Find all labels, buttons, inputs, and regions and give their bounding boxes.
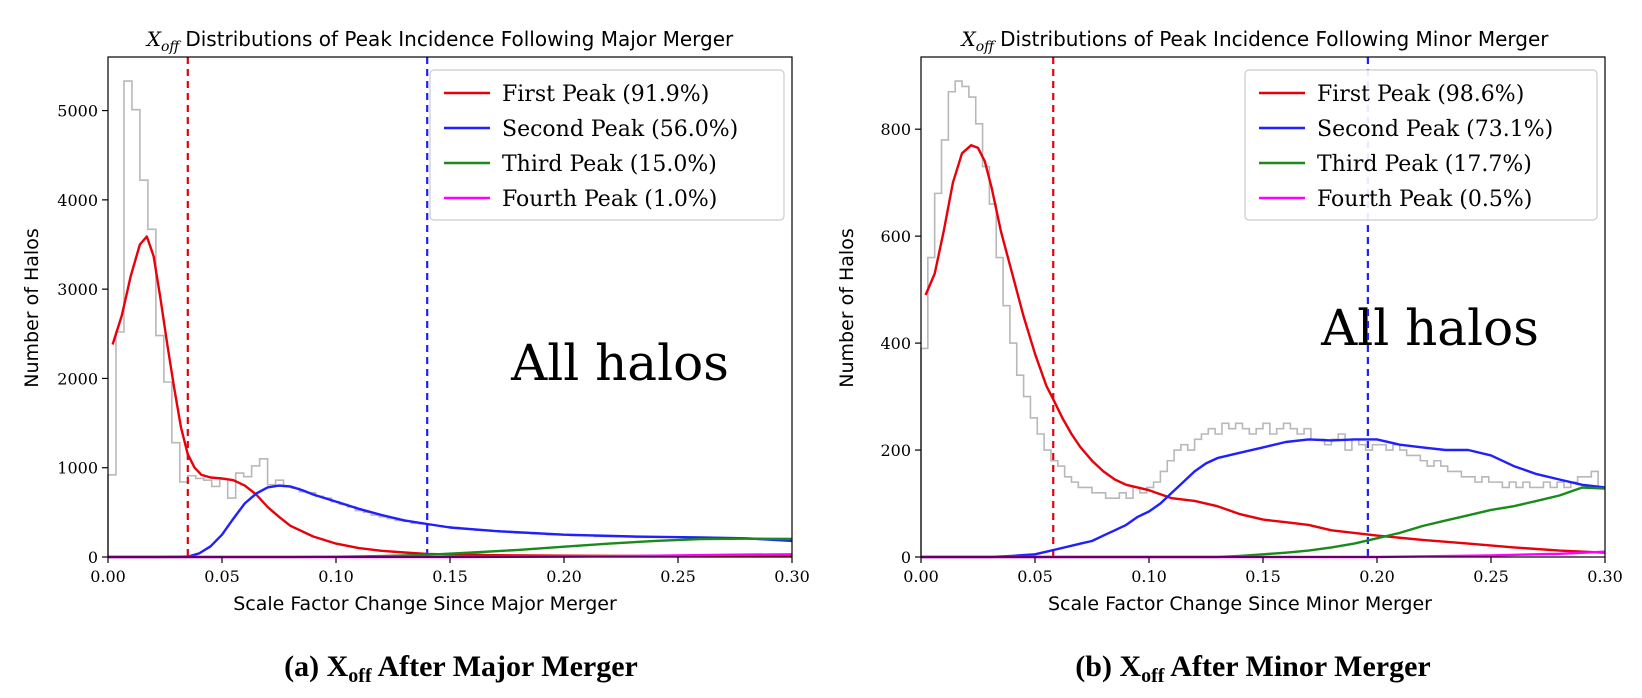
caption-suffix: After Major Merger: [372, 650, 638, 683]
x-tick-label: 0.05: [1017, 567, 1053, 586]
x-tick-label: 0.25: [1473, 567, 1509, 586]
title-text: Distributions of Peak Incidence Followin…: [185, 27, 734, 51]
series-line-0: [111, 235, 793, 558]
title-symbol-sub: off: [976, 39, 996, 55]
caption-sub: off: [348, 665, 372, 687]
title-text: Distributions of Peak Incidence Followin…: [1000, 27, 1549, 51]
y-axis-label: Number of Halos: [21, 228, 43, 387]
x-axis-label: Scale Factor Change Since Major Merger: [233, 593, 617, 615]
legend-box: [1244, 69, 1598, 221]
chart-major-merger: Xoff Distributions of Peak Incidence Foll…: [21, 27, 810, 687]
annotation-all-halos: All halos: [510, 334, 729, 392]
x-tick-label: 0.20: [546, 567, 582, 586]
caption-sub: off: [1141, 665, 1165, 687]
x-tick-label: 0.30: [774, 567, 810, 586]
y-tick-label: 800: [880, 120, 911, 139]
y-tick-label: 2000: [57, 369, 98, 388]
x-tick-label: 0.25: [660, 567, 696, 586]
x-tick-label: 0.00: [903, 567, 939, 586]
legend-label-3: Fourth Peak (1.0%): [502, 187, 717, 212]
y-tick-label: 5000: [57, 102, 98, 121]
series-line-1: [921, 438, 1606, 559]
x-tick-label: 0.05: [204, 567, 240, 586]
legend: First Peak (91.9%) Second Peak (56.0%) Thi…: [429, 69, 785, 221]
y-tick-label: 4000: [57, 191, 98, 210]
chart-title: Xoff Distributions of Peak Incidence Foll…: [145, 27, 734, 55]
y-tick-label: 200: [880, 441, 911, 460]
legend-label-3: Fourth Peak (0.5%): [1317, 187, 1532, 212]
caption-suffix: After Minor Merger: [1164, 650, 1430, 683]
x-tick-label: 0.30: [1587, 567, 1623, 586]
caption-prefix: (b) X: [1075, 650, 1141, 683]
title-symbol: X: [960, 27, 977, 51]
legend-label-2: Third Peak (15.0%): [502, 152, 717, 177]
chart-title: Xoff Distributions of Peak Incidence Foll…: [960, 27, 1550, 55]
x-tick-label: 0.10: [1131, 567, 1167, 586]
y-tick-label: 3000: [57, 280, 98, 299]
x-tick-label: 0.20: [1359, 567, 1395, 586]
x-axis-label: Scale Factor Change Since Minor Merger: [1048, 593, 1432, 615]
legend-label-0: First Peak (91.9%): [502, 82, 709, 107]
series-line-2: [921, 486, 1606, 559]
legend-label-1: Second Peak (56.0%): [502, 117, 738, 142]
title-symbol-sub: off: [161, 39, 181, 55]
y-axis-label: Number of Halos: [836, 228, 858, 387]
title-symbol: X: [145, 27, 162, 51]
histogram: [920, 80, 1605, 557]
x-tick-label: 0.00: [90, 567, 126, 586]
legend: First Peak (98.6%) Second Peak (73.1%) Thi…: [1244, 69, 1598, 221]
caption: (a) Xoff After Major Merger: [284, 650, 638, 687]
legend-label-2: Third Peak (17.7%): [1317, 152, 1532, 177]
x-tick-label: 0.15: [1245, 567, 1281, 586]
caption: (b) Xoff After Minor Merger: [1075, 650, 1430, 687]
series-line-1: [108, 484, 793, 559]
x-tick-label: 0.10: [318, 567, 354, 586]
y-tick-label: 400: [880, 334, 911, 353]
series-line-0: [924, 143, 1606, 554]
x-tick-label: 0.15: [432, 567, 468, 586]
annotation-all-halos: All halos: [1320, 299, 1539, 357]
y-tick-label: 0: [901, 548, 911, 567]
legend-label-0: First Peak (98.6%): [1317, 82, 1524, 107]
y-tick-label: 0: [88, 548, 98, 567]
legend-label-1: Second Peak (73.1%): [1317, 117, 1553, 142]
y-tick-label: 1000: [57, 459, 98, 478]
y-tick-label: 600: [880, 227, 911, 246]
chart-minor-merger: Xoff Distributions of Peak Incidence Foll…: [836, 27, 1623, 687]
caption-prefix: (a) X: [284, 650, 348, 683]
legend-box: [429, 69, 785, 221]
